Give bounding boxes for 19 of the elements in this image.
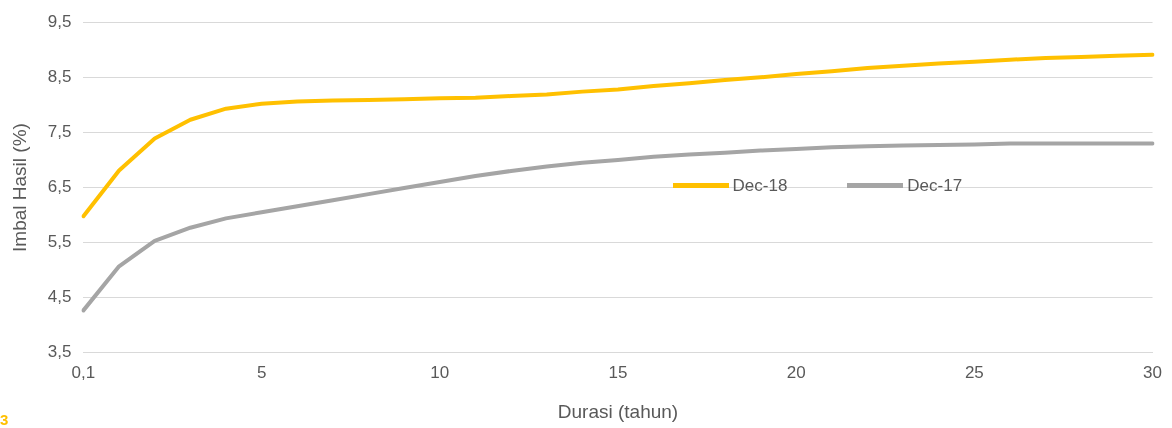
- x-tick-label: 30: [1143, 362, 1163, 382]
- y-tick-label: 3,5: [47, 342, 72, 362]
- y-axis-title: Imbal Hasil (%): [8, 123, 30, 252]
- y-tick-label: 8,5: [47, 66, 72, 86]
- y-tick-label: 9,5: [47, 11, 72, 31]
- x-tick-label: 5: [256, 362, 267, 382]
- x-axis-title: Durasi (tahun): [557, 400, 679, 422]
- y-tick-label: 7,5: [47, 122, 72, 142]
- legend-label: Dec-18: [732, 175, 788, 196]
- x-tick-label: 0,1: [71, 362, 96, 382]
- x-tick-label: 10: [430, 362, 450, 382]
- y-tick-label: 6,5: [47, 177, 72, 197]
- x-tick-label: 15: [608, 362, 628, 382]
- x-tick-label: 25: [964, 362, 984, 382]
- y-tick-label: 4,5: [47, 287, 72, 307]
- y-tick-label: 5,5: [47, 232, 72, 252]
- x-tick-label: 20: [786, 362, 806, 382]
- legend-label: Dec-17: [907, 175, 963, 196]
- text: 3: [0, 411, 9, 428]
